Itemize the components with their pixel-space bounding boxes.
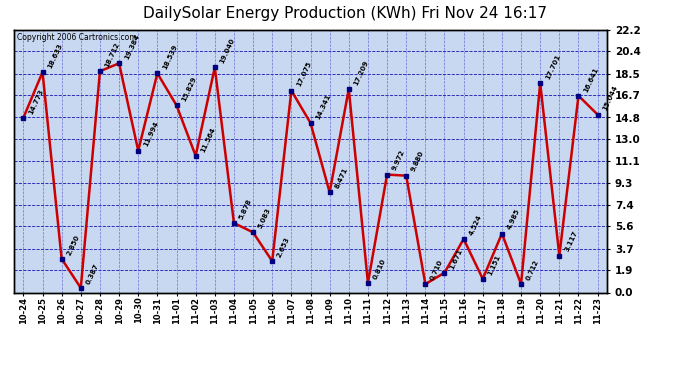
Text: 0.712: 0.712 bbox=[525, 259, 540, 281]
Text: 3.117: 3.117 bbox=[564, 230, 578, 253]
Text: 0.810: 0.810 bbox=[372, 258, 387, 280]
Text: 17.075: 17.075 bbox=[295, 61, 313, 88]
Text: 1.671: 1.671 bbox=[448, 248, 464, 270]
Text: 18.539: 18.539 bbox=[161, 44, 179, 70]
Text: 14.773: 14.773 bbox=[28, 88, 44, 115]
Text: Copyright 2006 Cartronics.com: Copyright 2006 Cartronics.com bbox=[17, 33, 137, 42]
Text: 0.387: 0.387 bbox=[85, 262, 100, 285]
Text: 14.341: 14.341 bbox=[315, 93, 332, 120]
Text: 9.972: 9.972 bbox=[391, 149, 406, 172]
Text: 4.985: 4.985 bbox=[506, 208, 521, 231]
Text: 2.850: 2.850 bbox=[66, 234, 81, 256]
Text: 19.040: 19.040 bbox=[219, 38, 236, 64]
Text: 1.151: 1.151 bbox=[487, 254, 502, 276]
Text: DailySolar Energy Production (KWh) Fri Nov 24 16:17: DailySolar Energy Production (KWh) Fri N… bbox=[143, 6, 547, 21]
Text: 5.878: 5.878 bbox=[238, 198, 253, 220]
Text: 17.701: 17.701 bbox=[544, 53, 561, 80]
Text: 11.994: 11.994 bbox=[142, 121, 159, 148]
Text: 0.710: 0.710 bbox=[429, 259, 444, 281]
Text: 2.653: 2.653 bbox=[277, 236, 291, 258]
Text: 19.384: 19.384 bbox=[124, 33, 140, 60]
Text: 16.641: 16.641 bbox=[582, 66, 600, 93]
Text: 9.880: 9.880 bbox=[411, 150, 425, 173]
Text: 17.209: 17.209 bbox=[353, 59, 370, 86]
Text: 4.524: 4.524 bbox=[468, 213, 482, 236]
Text: 15.044: 15.044 bbox=[602, 85, 619, 112]
Text: 5.083: 5.083 bbox=[257, 207, 272, 230]
Text: 18.712: 18.712 bbox=[104, 42, 121, 69]
Text: 18.633: 18.633 bbox=[47, 42, 63, 69]
Text: 15.829: 15.829 bbox=[181, 76, 197, 102]
Text: 8.471: 8.471 bbox=[334, 167, 348, 189]
Text: 11.564: 11.564 bbox=[200, 126, 217, 153]
